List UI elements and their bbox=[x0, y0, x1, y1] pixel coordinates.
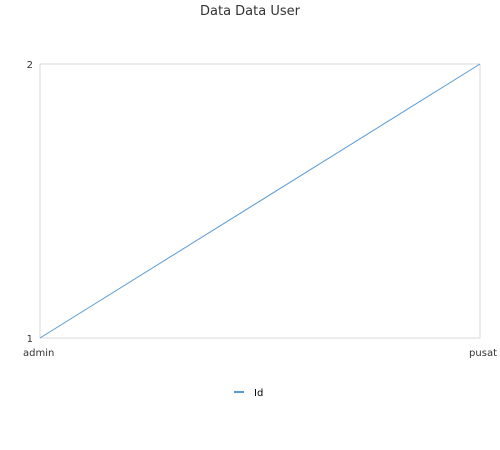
x-axis-ticks: admin pusat bbox=[23, 348, 497, 359]
y-tick-label: 2 bbox=[27, 60, 33, 71]
chart-title: Data Data User bbox=[200, 4, 301, 19]
y-axis-ticks: 12 bbox=[27, 60, 33, 345]
y-tick-label: 1 bbox=[27, 334, 33, 345]
x-tick-label: admin bbox=[23, 348, 54, 359]
series-line bbox=[39, 63, 481, 339]
legend-label: Id bbox=[254, 388, 263, 399]
series-layer bbox=[39, 63, 481, 339]
plot-area bbox=[39, 63, 481, 339]
x-tick-label: pusat bbox=[469, 348, 497, 359]
legend[interactable]: Id bbox=[234, 388, 263, 399]
